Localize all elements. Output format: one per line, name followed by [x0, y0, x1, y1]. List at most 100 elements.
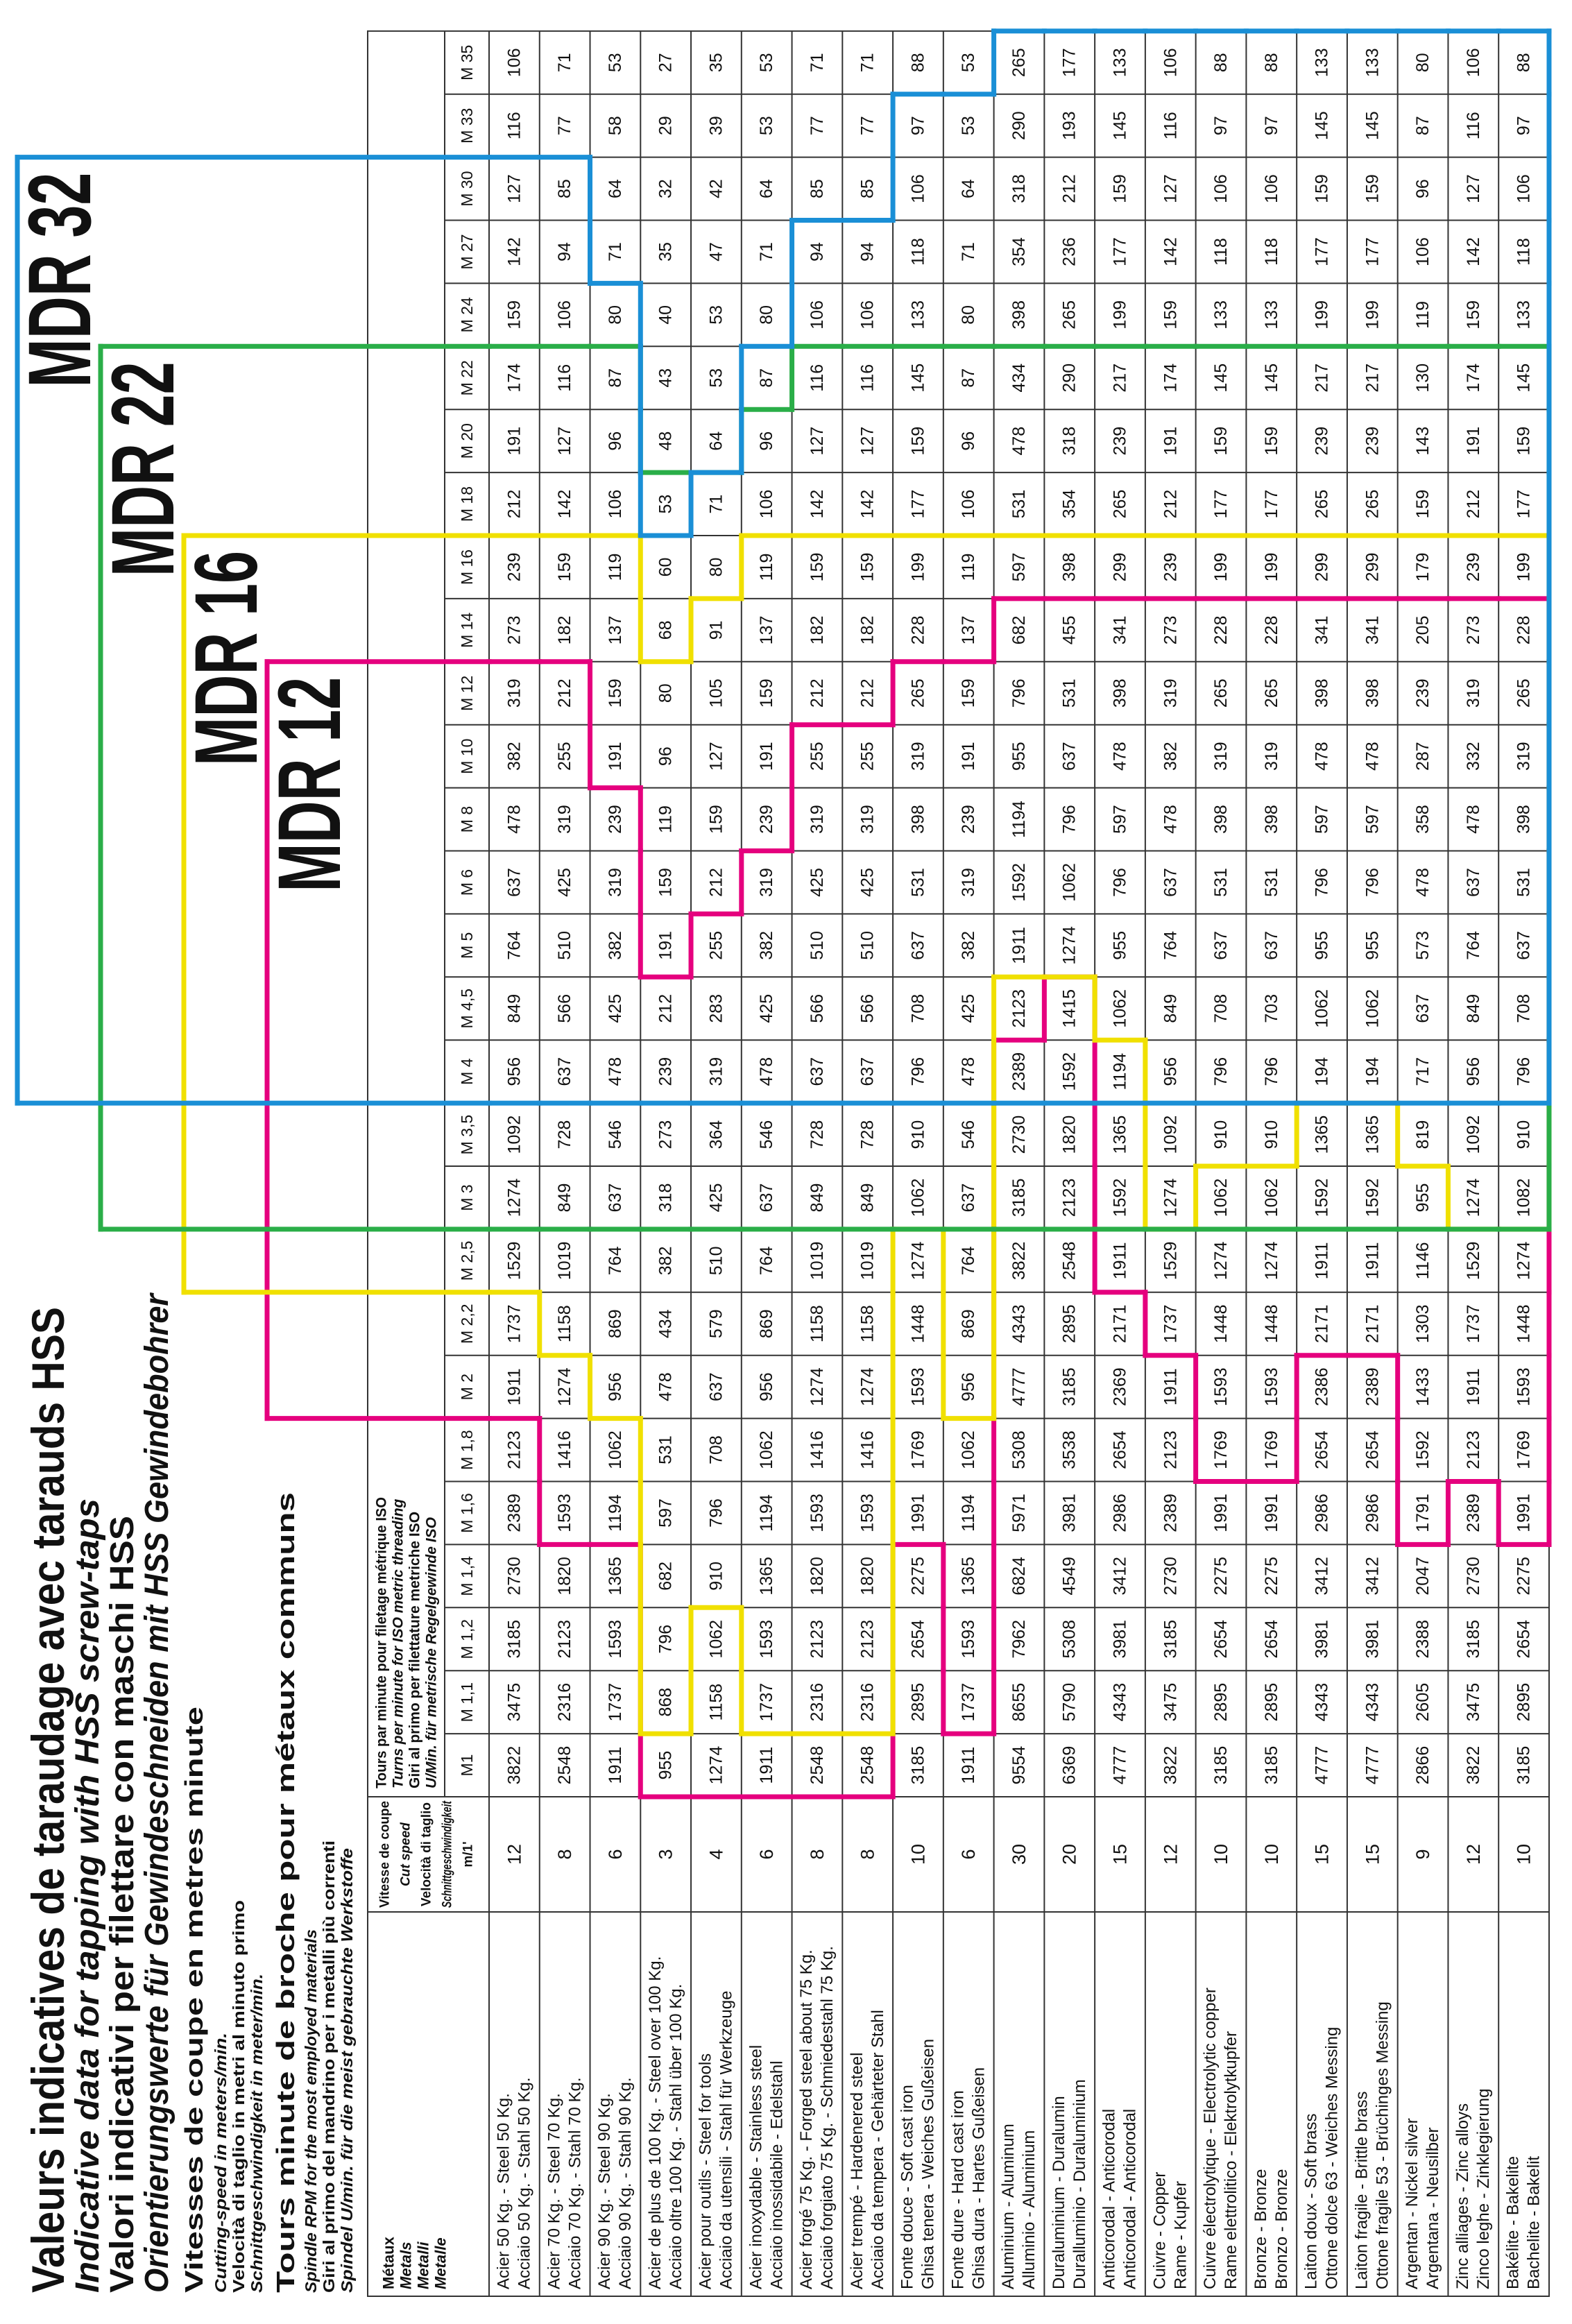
rpm-value: 4777: [1009, 1367, 1029, 1406]
rpm-value: 2730: [1009, 1116, 1029, 1154]
rpm-value: 191: [757, 742, 776, 771]
speed-heading: Cut speed: [399, 1822, 413, 1886]
rpm-value: 425: [606, 994, 625, 1023]
rpm-value: 478: [606, 1057, 625, 1086]
rpm-value: 1062: [1313, 989, 1332, 1028]
material-name: Aluminium - Aluminum: [999, 2124, 1018, 2289]
rpm-value: 133: [1514, 300, 1534, 330]
rpm-value: 2548: [1060, 1242, 1079, 1281]
thread-size: M 3: [458, 1184, 476, 1211]
rpm-value: 2386: [1313, 1367, 1332, 1406]
rpm-value: 728: [858, 1120, 878, 1150]
rpm-value: 64: [706, 432, 726, 451]
material-name: Ghisa dura - Hartes Gußeisen: [969, 2067, 988, 2289]
rpm-value: 1062: [1262, 1179, 1281, 1217]
rpm-value: 133: [1111, 48, 1130, 77]
material-name: Argentan - Nickel silver: [1403, 2118, 1421, 2289]
rpm-value: 796: [1111, 868, 1130, 897]
rpm-value: 319: [504, 678, 524, 708]
rpm-value: 319: [808, 805, 827, 834]
rpm-value: 1274: [555, 1367, 574, 1406]
rpm-value: 97: [1211, 116, 1231, 135]
material-name: Argentana - Neusilber: [1424, 2128, 1442, 2289]
rpm-value: 142: [1161, 237, 1180, 266]
thread-size: M 1,4: [458, 1556, 476, 1596]
rpm-value: 1303: [1413, 1304, 1433, 1343]
rpm-value: 869: [606, 1309, 625, 1338]
rpm-value: 637: [1413, 994, 1433, 1023]
rpm-value: 398: [1313, 678, 1332, 708]
rpm-value: 191: [959, 742, 978, 771]
rpm-value: 228: [908, 615, 928, 644]
rpm-value: 127: [555, 427, 574, 456]
rpm-value: 2730: [504, 1557, 524, 1596]
rpm-value: 531: [908, 868, 928, 897]
rpm-value: 159: [1362, 174, 1382, 203]
rpm-value: 217: [1313, 364, 1332, 393]
rpm-value: 1911: [1464, 1368, 1483, 1405]
rpm-value: 94: [858, 242, 878, 262]
metals-heading: Metalle: [432, 2237, 450, 2289]
rpm-value: 2123: [1464, 1430, 1483, 1469]
rpm-value: 955: [1111, 931, 1130, 960]
thread-size: M 5: [458, 932, 476, 959]
rpm-value: 1062: [757, 1430, 776, 1469]
rpm-value: 796: [1313, 868, 1332, 897]
rpm-value: 142: [555, 490, 574, 519]
rpm-value: 531: [1211, 868, 1231, 897]
rpm-value: 955: [1009, 742, 1029, 771]
rpm-value: 177: [1514, 490, 1534, 519]
rpm-value: 255: [555, 742, 574, 771]
rpm-value: 1592: [1313, 1179, 1332, 1217]
material-name: Acciaio 50 Kg. - Stahl 50 Kg.: [515, 2077, 534, 2289]
rpm-value: 2895: [1211, 1683, 1231, 1722]
cut-speed: 30: [1009, 1844, 1030, 1865]
rpm-value: 425: [858, 868, 878, 897]
rpm-value: 3822: [1009, 1242, 1029, 1281]
rpm-value: 2123: [1060, 1179, 1079, 1217]
rpm-value: 1415: [1060, 989, 1079, 1028]
rpm-value: 80: [959, 305, 978, 325]
thread-size: M 10: [458, 739, 476, 774]
rpm-value: 1274: [858, 1367, 878, 1406]
rpm-value: 1062: [1211, 1179, 1231, 1217]
rpm-value: 637: [706, 1372, 726, 1401]
rpm-value: 956: [1161, 1057, 1180, 1086]
rpm-value: 106: [606, 490, 625, 519]
rpm-value: 212: [555, 678, 574, 708]
rpm-value: 319: [959, 868, 978, 897]
rpm-value: 597: [656, 1498, 676, 1528]
rpm-value: 159: [606, 678, 625, 708]
rpm-value: 265: [1514, 678, 1534, 708]
rpm-value: 425: [555, 868, 574, 897]
rpm-value: 199: [1362, 300, 1382, 330]
rpm-value: 2123: [1161, 1430, 1180, 1469]
rpm-value: 398: [1009, 300, 1029, 330]
rpm-value: 2171: [1362, 1304, 1382, 1343]
rpm-value: 1991: [1514, 1494, 1534, 1532]
rpm-value: 106: [1514, 174, 1534, 203]
rpm-value: 2654: [1313, 1430, 1332, 1469]
rpm-value: 1416: [555, 1430, 574, 1469]
rpm-value: 159: [1262, 427, 1281, 456]
rpm-value: 1592: [1009, 863, 1029, 902]
rpm-value: 3412: [1111, 1557, 1130, 1596]
rpm-value: 4343: [1313, 1683, 1332, 1722]
rpm-value: 1911: [1313, 1242, 1332, 1279]
rpm-value: 510: [555, 931, 574, 960]
rpm-value: 174: [1464, 364, 1483, 393]
rpm-value: 1194: [1009, 801, 1029, 838]
rpm-value: 159: [1464, 300, 1483, 330]
rpm-value: 637: [808, 1057, 827, 1086]
rpm-value: 708: [706, 1435, 726, 1464]
rpm-value: 53: [959, 116, 978, 135]
rpm-value: 265: [1262, 678, 1281, 708]
thread-size: M 1,1: [458, 1682, 476, 1723]
rpm-value: 910: [1262, 1120, 1281, 1150]
rpm-value: 80: [1413, 53, 1433, 72]
rpm-value: 212: [858, 678, 878, 708]
rpm-value: 4343: [1009, 1304, 1029, 1343]
rpm-value: 1365: [1111, 1116, 1130, 1154]
rpm-value: 764: [1464, 931, 1483, 960]
rpm-value: 3981: [1362, 1620, 1382, 1659]
